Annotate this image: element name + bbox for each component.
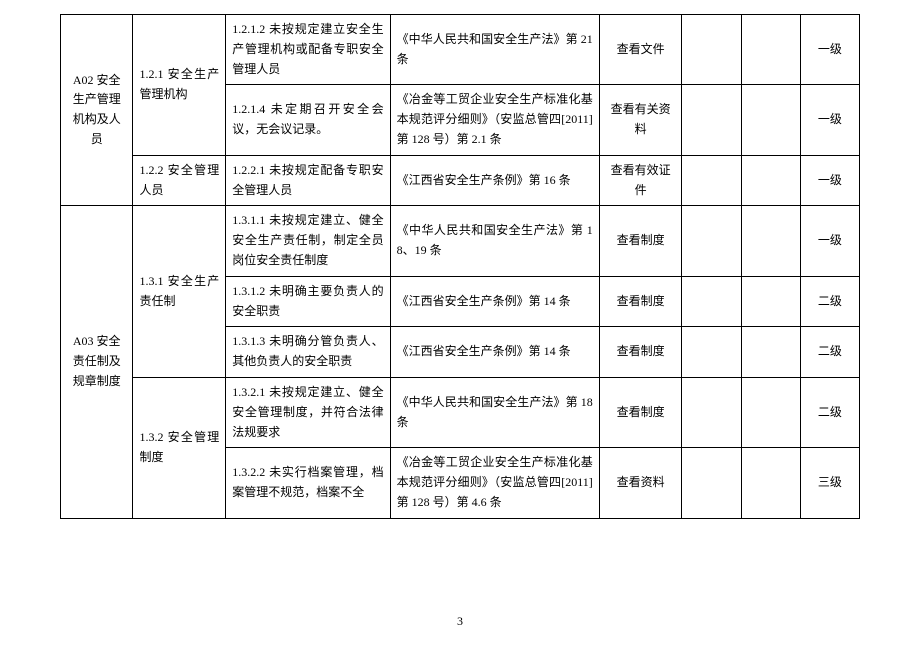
table-row: 1.3.2 安全管理制度1.3.2.1 未按规定建立、健全安全管理制度，并符合法… — [61, 377, 860, 447]
blank-cell-1 — [682, 85, 741, 155]
blank-cell-1 — [682, 15, 741, 85]
table-row: 1.2.2 安全管理人员1.2.2.1 未按规定配备专职安全管理人员《江西省安全… — [61, 155, 860, 206]
level-cell: 二级 — [800, 276, 859, 327]
blank-cell-2 — [741, 206, 800, 276]
category-cell: A02 安全生产管理机构及人员 — [61, 15, 133, 206]
basis-cell: 《中华人民共和国安全生产法》第 18 条 — [390, 377, 599, 447]
blank-cell-1 — [682, 276, 741, 327]
level-cell: 一级 — [800, 155, 859, 206]
blank-cell-2 — [741, 276, 800, 327]
description-cell: 1.3.1.2 未明确主要负责人的安全职责 — [226, 276, 390, 327]
blank-cell-2 — [741, 327, 800, 378]
basis-cell: 《江西省安全生产条例》第 14 条 — [390, 327, 599, 378]
description-cell: 1.3.1.3 未明确分管负责人、其他负责人的安全职责 — [226, 327, 390, 378]
basis-cell: 《冶金等工贸企业安全生产标准化基本规范评分细则》（安监总管四[2011]第 12… — [390, 85, 599, 155]
blank-cell-1 — [682, 377, 741, 447]
method-cell: 查看制度 — [599, 206, 682, 276]
regulation-table: A02 安全生产管理机构及人员1.2.1 安全生产管理机构1.2.1.2 未按规… — [60, 14, 860, 519]
blank-cell-1 — [682, 206, 741, 276]
basis-cell: 《江西省安全生产条例》第 16 条 — [390, 155, 599, 206]
description-cell: 1.2.1.2 未按规定建立安全生产管理机构或配备专职安全管理人员 — [226, 15, 390, 85]
description-cell: 1.3.1.1 未按规定建立、健全安全生产责任制，制定全员岗位安全责任制度 — [226, 206, 390, 276]
blank-cell-2 — [741, 377, 800, 447]
level-cell: 二级 — [800, 377, 859, 447]
blank-cell-1 — [682, 327, 741, 378]
blank-cell-1 — [682, 155, 741, 206]
level-cell: 一级 — [800, 85, 859, 155]
level-cell: 二级 — [800, 327, 859, 378]
blank-cell-2 — [741, 85, 800, 155]
method-cell: 查看制度 — [599, 377, 682, 447]
method-cell: 查看资料 — [599, 448, 682, 518]
blank-cell-2 — [741, 448, 800, 518]
basis-cell: 《江西省安全生产条例》第 14 条 — [390, 276, 599, 327]
subcategory-cell: 1.3.1 安全生产责任制 — [133, 206, 226, 378]
level-cell: 三级 — [800, 448, 859, 518]
basis-cell: 《中华人民共和国安全生产法》第 21 条 — [390, 15, 599, 85]
method-cell: 查看有关资料 — [599, 85, 682, 155]
table-row: A03 安全责任制及规章制度1.3.1 安全生产责任制1.3.1.1 未按规定建… — [61, 206, 860, 276]
blank-cell-2 — [741, 155, 800, 206]
description-cell: 1.3.2.1 未按规定建立、健全安全管理制度，并符合法律法规要求 — [226, 377, 390, 447]
table-row: A02 安全生产管理机构及人员1.2.1 安全生产管理机构1.2.1.2 未按规… — [61, 15, 860, 85]
page-number: 3 — [0, 614, 920, 629]
description-cell: 1.2.1.4 未定期召开安全会议，无会议记录。 — [226, 85, 390, 155]
method-cell: 查看制度 — [599, 276, 682, 327]
method-cell: 查看文件 — [599, 15, 682, 85]
subcategory-cell: 1.2.2 安全管理人员 — [133, 155, 226, 206]
level-cell: 一级 — [800, 206, 859, 276]
level-cell: 一级 — [800, 15, 859, 85]
description-cell: 1.2.2.1 未按规定配备专职安全管理人员 — [226, 155, 390, 206]
basis-cell: 《冶金等工贸企业安全生产标准化基本规范评分细则》（安监总管四[2011]第 12… — [390, 448, 599, 518]
category-cell: A03 安全责任制及规章制度 — [61, 206, 133, 518]
basis-cell: 《中华人民共和国安全生产法》第 18、19 条 — [390, 206, 599, 276]
blank-cell-2 — [741, 15, 800, 85]
method-cell: 查看有效证件 — [599, 155, 682, 206]
subcategory-cell: 1.2.1 安全生产管理机构 — [133, 15, 226, 156]
method-cell: 查看制度 — [599, 327, 682, 378]
subcategory-cell: 1.3.2 安全管理制度 — [133, 377, 226, 518]
blank-cell-1 — [682, 448, 741, 518]
description-cell: 1.3.2.2 未实行档案管理，档案管理不规范，档案不全 — [226, 448, 390, 518]
